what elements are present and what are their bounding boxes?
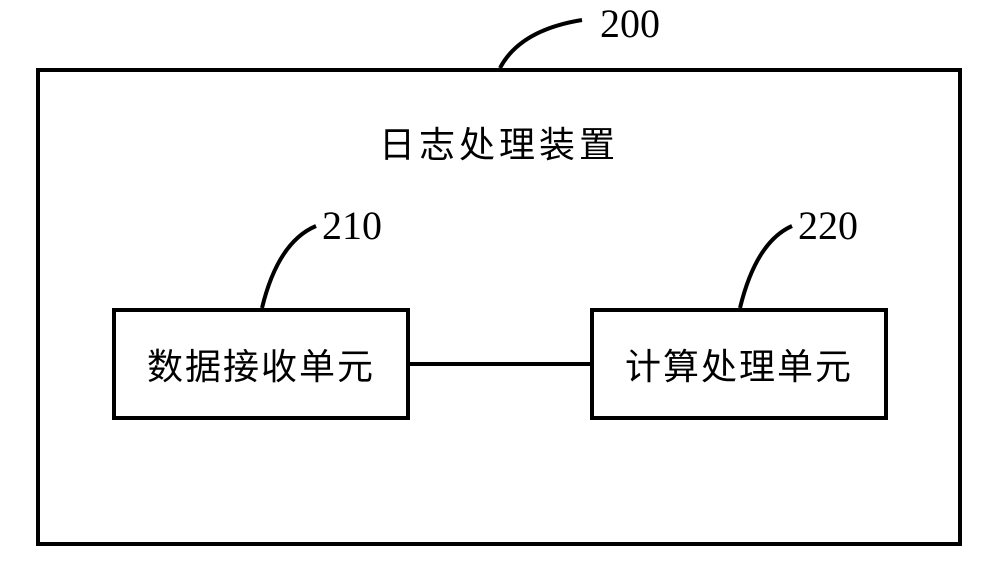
diagram-canvas: 日志处理装置 数据接收单元 计算处理单元 200 210 220 [0, 0, 1000, 581]
ref-label-220: 220 [798, 202, 858, 249]
lead-line-220 [0, 0, 1000, 581]
